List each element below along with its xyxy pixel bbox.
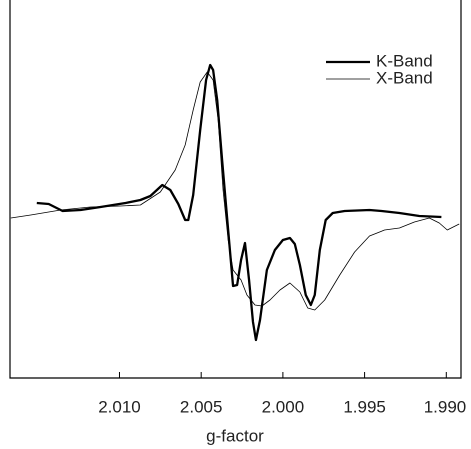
x-tick-label: 1.990 bbox=[424, 397, 467, 416]
plot-frame bbox=[9, 0, 462, 379]
series-line bbox=[10, 71, 460, 311]
x-axis-label: g-factor bbox=[206, 426, 264, 445]
x-tick-label: 2.005 bbox=[180, 397, 223, 416]
x-tick-label: 1.995 bbox=[343, 397, 386, 416]
legend-label: K-Band bbox=[376, 51, 433, 70]
series-line bbox=[36, 63, 442, 342]
x-tick-label: 2.010 bbox=[98, 397, 141, 416]
x-tick-label: 2.000 bbox=[262, 397, 305, 416]
legend-label: X-Band bbox=[376, 68, 433, 87]
